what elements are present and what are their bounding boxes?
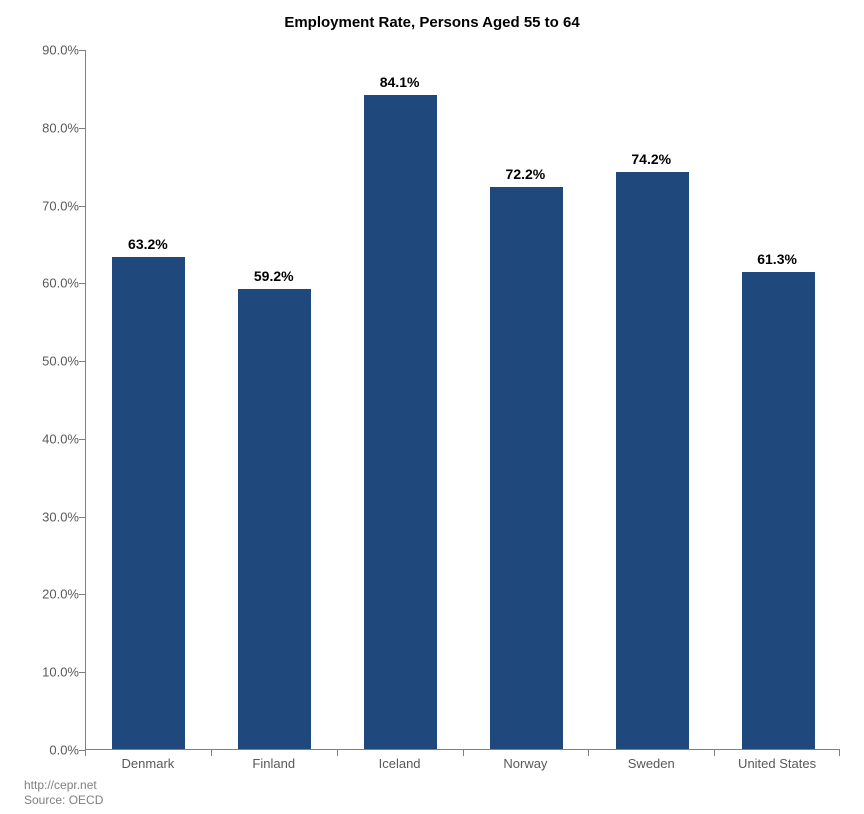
- y-axis-label: 0.0%: [49, 743, 79, 758]
- x-tick: [463, 750, 464, 756]
- y-tick: [79, 672, 85, 673]
- x-tick: [337, 750, 338, 756]
- chart-container: Employment Rate, Persons Aged 55 to 64 h…: [0, 0, 864, 814]
- bar: [112, 257, 185, 749]
- y-axis-label: 20.0%: [42, 587, 79, 602]
- bar: [364, 95, 437, 749]
- y-axis-label: 60.0%: [42, 276, 79, 291]
- x-tick: [211, 750, 212, 756]
- bar-value-label: 84.1%: [380, 74, 420, 90]
- y-tick: [79, 517, 85, 518]
- y-axis-label: 40.0%: [42, 431, 79, 446]
- y-tick: [79, 283, 85, 284]
- x-tick: [588, 750, 589, 756]
- x-axis-label: Finland: [252, 756, 295, 771]
- y-axis-label: 70.0%: [42, 198, 79, 213]
- y-tick: [79, 206, 85, 207]
- footer-source: Source: OECD: [24, 793, 103, 807]
- bar-value-label: 61.3%: [757, 251, 797, 267]
- y-axis-label: 30.0%: [42, 509, 79, 524]
- x-axis-label: Denmark: [122, 756, 175, 771]
- bar-value-label: 72.2%: [506, 166, 546, 182]
- bar-value-label: 74.2%: [631, 151, 671, 167]
- y-tick: [79, 50, 85, 51]
- bar: [238, 289, 311, 749]
- y-tick: [79, 128, 85, 129]
- y-tick: [79, 361, 85, 362]
- y-axis-label: 50.0%: [42, 354, 79, 369]
- bar: [490, 187, 563, 749]
- plot-area: [85, 50, 840, 750]
- x-axis-label: Iceland: [379, 756, 421, 771]
- bar-value-label: 59.2%: [254, 268, 294, 284]
- y-axis-label: 90.0%: [42, 43, 79, 58]
- x-axis-label: Norway: [503, 756, 547, 771]
- bar-value-label: 63.2%: [128, 236, 168, 252]
- footer-url: http://cepr.net: [24, 778, 97, 792]
- y-tick: [79, 439, 85, 440]
- x-axis-label: Sweden: [628, 756, 675, 771]
- x-tick: [714, 750, 715, 756]
- y-tick: [79, 594, 85, 595]
- bar: [616, 172, 689, 749]
- x-axis-label: United States: [738, 756, 816, 771]
- bar: [742, 272, 815, 749]
- x-tick: [839, 750, 840, 756]
- x-tick: [85, 750, 86, 756]
- y-axis-label: 80.0%: [42, 120, 79, 135]
- y-axis-label: 10.0%: [42, 665, 79, 680]
- chart-title: Employment Rate, Persons Aged 55 to 64: [0, 14, 864, 31]
